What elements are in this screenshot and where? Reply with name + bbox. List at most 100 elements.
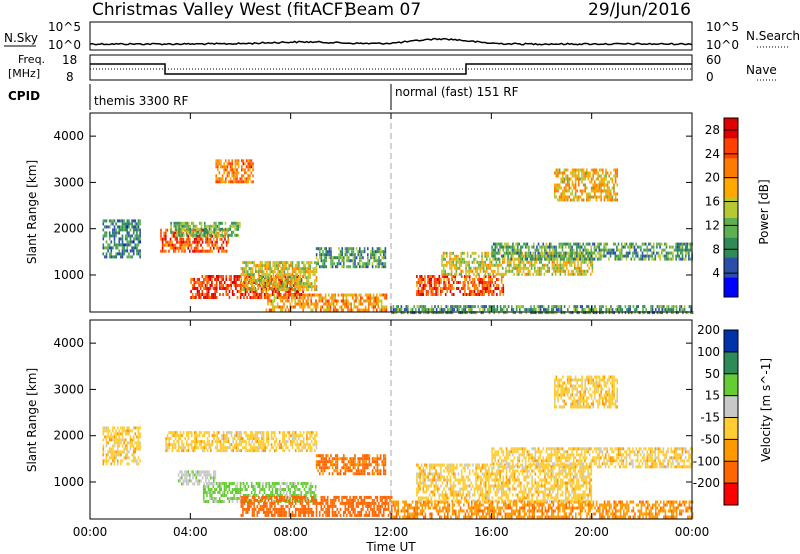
heatmap-cell bbox=[518, 272, 520, 276]
heatmap-cell bbox=[328, 250, 331, 254]
heatmap-cell bbox=[585, 272, 587, 276]
heatmap-cell bbox=[614, 177, 617, 181]
heatmap-cell bbox=[314, 488, 317, 491]
heatmap-cell bbox=[376, 259, 379, 263]
heatmap-cell bbox=[568, 180, 570, 184]
heatmap-cell bbox=[490, 260, 493, 264]
nsky-series bbox=[89, 37, 693, 46]
heatmap-cell bbox=[224, 449, 226, 453]
heatmap-cell bbox=[659, 257, 661, 261]
heatmap-cell bbox=[234, 174, 237, 178]
heatmap-cell bbox=[551, 266, 554, 270]
heatmap-cell bbox=[384, 293, 386, 297]
heatmap-cell bbox=[558, 168, 561, 172]
heatmap-cell bbox=[376, 308, 378, 312]
heatmap-cell bbox=[620, 257, 623, 261]
heatmap-cell bbox=[484, 284, 487, 287]
heatmap-cell bbox=[320, 305, 322, 309]
heatmap-cell bbox=[444, 275, 447, 278]
heatmap-cell bbox=[221, 177, 224, 181]
heatmap-cell bbox=[286, 279, 289, 283]
heatmap-cell bbox=[603, 251, 605, 255]
heatmap-cell bbox=[424, 278, 426, 281]
heatmap-cell bbox=[254, 446, 257, 450]
heatmap-cell bbox=[604, 245, 607, 249]
heatmap-cell bbox=[199, 221, 201, 225]
heatmap-cell bbox=[286, 296, 288, 300]
heatmap-cell bbox=[253, 495, 255, 499]
heatmap-cell bbox=[360, 265, 363, 269]
heatmap-cell bbox=[244, 488, 247, 491]
heatmap-cell bbox=[603, 180, 606, 184]
heatmap-cell bbox=[556, 263, 558, 267]
heatmap-cell bbox=[662, 248, 665, 252]
heatmap-cell bbox=[307, 264, 310, 268]
cpid-mode-2: normal (fast) 151 RF bbox=[395, 85, 519, 99]
heatmap-cell bbox=[684, 248, 687, 252]
heatmap-cell bbox=[242, 437, 244, 441]
heatmap-cell bbox=[163, 237, 165, 241]
heatmap-cell bbox=[444, 284, 447, 287]
heatmap-cell bbox=[102, 234, 105, 238]
heatmap-cell bbox=[502, 272, 504, 276]
heatmap-cell bbox=[611, 311, 614, 315]
heatmap-cell bbox=[293, 495, 295, 499]
heatmap-cell bbox=[289, 494, 291, 497]
heatmap-cell bbox=[552, 254, 554, 258]
heatmap-cell bbox=[455, 260, 458, 264]
heatmap-cell bbox=[502, 257, 504, 261]
heatmap-cell bbox=[617, 242, 620, 246]
heatmap-cell bbox=[654, 254, 657, 258]
heatmap-cell bbox=[251, 507, 254, 511]
heatmap-cell bbox=[616, 174, 618, 178]
heatmap-cell bbox=[237, 449, 239, 453]
heatmap-cell bbox=[207, 281, 210, 284]
heatmap-cell bbox=[518, 254, 521, 258]
heatmap-cell bbox=[439, 311, 441, 315]
heatmap-cell bbox=[561, 269, 563, 273]
heatmap-cell bbox=[362, 501, 364, 505]
heatmap-cell bbox=[600, 198, 602, 202]
heatmap-cell bbox=[683, 257, 685, 261]
heatmap-cell bbox=[283, 495, 286, 499]
heatmap-cell bbox=[538, 260, 541, 264]
heatmap-cell bbox=[291, 282, 294, 286]
heatmap-cell bbox=[585, 251, 588, 255]
heatmap-cell bbox=[578, 251, 581, 255]
heatmap-cell bbox=[273, 287, 276, 290]
heatmap-cell bbox=[555, 305, 558, 309]
heatmap-cell bbox=[478, 266, 480, 270]
heatmap-cell bbox=[278, 276, 281, 280]
heatmap-cell bbox=[583, 269, 586, 273]
heatmap-cell bbox=[302, 446, 305, 450]
nsearch-tick-top: 10^5 bbox=[706, 20, 739, 34]
heatmap-cell bbox=[628, 245, 631, 249]
heatmap-cell bbox=[219, 284, 221, 287]
heatmap-cell bbox=[366, 299, 368, 303]
heatmap-cell bbox=[314, 497, 317, 500]
heatmap-cell bbox=[576, 251, 578, 255]
heatmap-cell bbox=[443, 278, 445, 281]
heatmap-cell bbox=[299, 279, 302, 283]
heatmap-cell bbox=[330, 256, 332, 260]
heatmap-cell bbox=[363, 262, 366, 266]
heatmap-cell bbox=[305, 299, 308, 303]
heatmap-cell bbox=[251, 296, 253, 299]
heatmap-cell bbox=[302, 293, 304, 297]
heatmap-cell bbox=[370, 256, 372, 260]
heatmap-cell bbox=[201, 228, 204, 232]
heatmap-cell bbox=[516, 263, 518, 267]
heatmap-cell bbox=[489, 281, 492, 284]
heatmap-cell bbox=[453, 305, 455, 309]
heatmap-cell bbox=[447, 305, 449, 309]
heatmap-cell bbox=[275, 279, 278, 283]
heatmap-cell bbox=[312, 308, 314, 312]
heatmap-cell bbox=[283, 443, 286, 447]
heatmap-cell bbox=[366, 296, 368, 300]
heatmap-cell bbox=[272, 276, 275, 280]
heatmap-cell bbox=[199, 293, 202, 296]
heatmap-cell bbox=[548, 260, 550, 264]
heatmap-cell bbox=[563, 186, 566, 190]
heatmap-cell bbox=[352, 253, 355, 257]
heatmap-cell bbox=[515, 242, 517, 246]
